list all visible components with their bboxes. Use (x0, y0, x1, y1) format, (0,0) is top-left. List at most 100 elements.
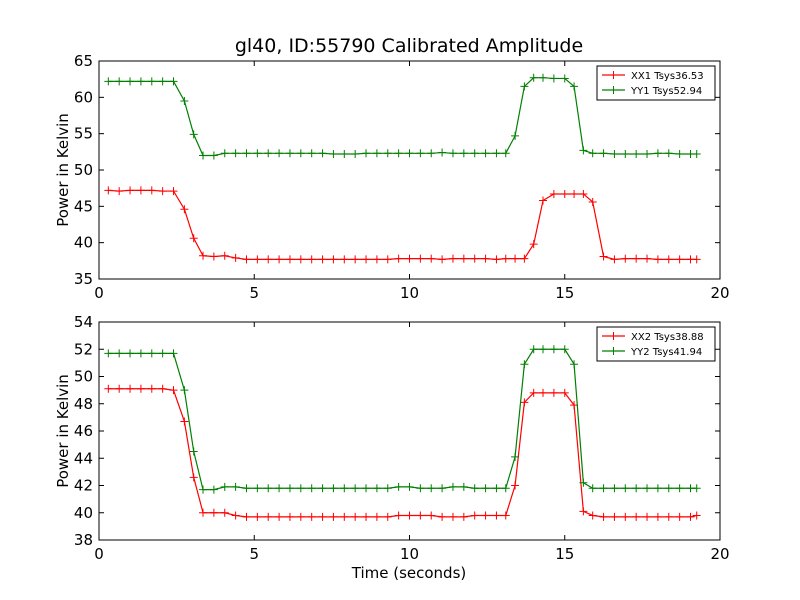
data-point (329, 150, 338, 159)
data-point (264, 149, 273, 158)
data-point (470, 254, 479, 263)
y-tick-label: 35 (74, 270, 93, 288)
data-point (372, 255, 381, 264)
data-point (599, 149, 608, 158)
data-point (115, 187, 124, 196)
data-point (632, 150, 641, 159)
data-point (610, 484, 619, 493)
data-point (242, 512, 251, 521)
data-point (307, 255, 316, 264)
data-point (275, 484, 284, 493)
data-point (104, 349, 113, 358)
data-point (307, 512, 316, 521)
data-point (209, 151, 218, 160)
data-point (621, 512, 630, 521)
data-point (296, 149, 305, 158)
data-point (570, 82, 579, 91)
series-markers-2 (104, 73, 701, 160)
data-point (264, 484, 273, 493)
legend-box (596, 326, 716, 362)
plot-area: 0 5 10 15 20 38 40 42 44 46 48 50 52 54 XX2 Tsys38.88 Y… (74, 313, 730, 563)
data-point (220, 508, 229, 517)
data-point (501, 254, 510, 263)
x-tick-label: 15 (555, 545, 574, 563)
y-tick-label: 45 (74, 197, 93, 215)
data-point (539, 345, 548, 354)
data-point (470, 484, 479, 493)
data-point (372, 484, 381, 493)
data-point (275, 149, 284, 158)
data-point (560, 388, 569, 397)
data-point (675, 512, 684, 521)
data-point (318, 512, 327, 521)
data-point (285, 149, 294, 158)
data-point (427, 149, 436, 158)
y-tick-label: 42 (74, 477, 93, 495)
data-point (147, 384, 156, 393)
data-point (189, 473, 198, 482)
data-point (560, 345, 569, 354)
x-tick-label: 5 (249, 284, 259, 302)
data-point (632, 512, 641, 521)
data-point (351, 255, 360, 264)
data-point (539, 196, 548, 205)
data-point (158, 384, 167, 393)
x-tick-label: 20 (710, 284, 729, 302)
data-point (147, 349, 156, 358)
data-point (242, 255, 251, 264)
data-point (318, 484, 327, 493)
data-point (529, 240, 538, 249)
legend-marker (609, 332, 618, 340)
y-tick-label: 55 (74, 125, 93, 143)
y-axis-label: Power in Kelvin (54, 374, 72, 488)
series-markers-1 (104, 384, 701, 521)
data-point (362, 255, 371, 264)
data-point (104, 186, 113, 195)
data-point (653, 484, 662, 493)
data-point (180, 386, 189, 395)
data-point (351, 512, 360, 521)
data-point (459, 482, 468, 491)
data-point (427, 254, 436, 263)
data-point (383, 255, 392, 264)
data-point (632, 484, 641, 493)
data-point (621, 254, 630, 263)
data-point (511, 452, 520, 461)
data-point (579, 189, 588, 198)
data-point (492, 484, 501, 493)
data-point (588, 149, 597, 158)
data-point (653, 149, 662, 158)
data-point (692, 255, 701, 264)
data-point (362, 512, 371, 521)
data-point (340, 512, 349, 521)
data-point (610, 150, 619, 159)
data-point (588, 484, 597, 493)
data-point (169, 77, 178, 86)
y-tick-label: 54 (74, 313, 93, 331)
data-point (481, 254, 490, 263)
y-tick-label: 40 (74, 234, 93, 252)
data-point (296, 255, 305, 264)
data-point (405, 482, 414, 491)
data-point (653, 512, 662, 521)
data-point (169, 349, 178, 358)
data-point (610, 255, 619, 264)
data-point (158, 187, 167, 196)
data-point (675, 255, 684, 264)
data-point (664, 149, 673, 158)
data-point (405, 511, 414, 520)
data-point (470, 149, 479, 158)
data-point (539, 388, 548, 397)
data-point (189, 130, 198, 139)
data-point (383, 149, 392, 158)
data-point (520, 398, 529, 407)
data-point (231, 482, 240, 491)
data-point (427, 484, 436, 493)
data-point (643, 150, 652, 159)
data-point (549, 189, 558, 198)
data-point (570, 189, 579, 198)
data-point (599, 252, 608, 261)
data-point (492, 149, 501, 158)
data-point (296, 512, 305, 521)
data-point (136, 384, 145, 393)
